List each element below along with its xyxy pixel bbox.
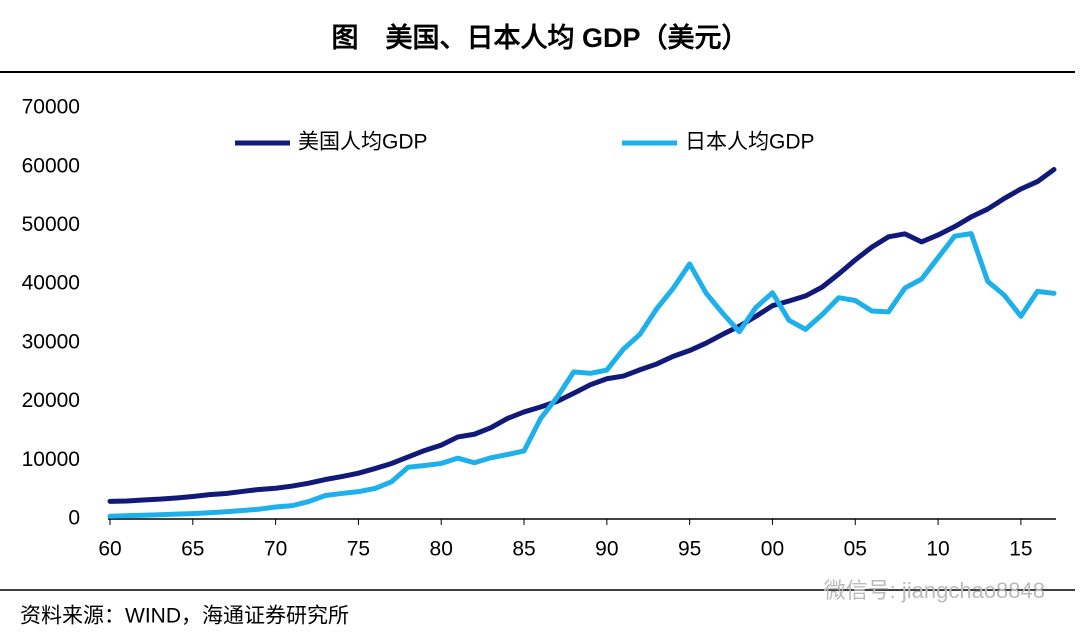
y-tick-label: 0: [68, 507, 80, 530]
x-tick-label: 85: [512, 538, 535, 561]
y-tick-label: 60000: [22, 154, 80, 177]
watermark: 微信号: jiangchao8848: [824, 578, 1045, 603]
legend-label: 美国人均GDP: [298, 131, 428, 154]
x-tick-label: 15: [1009, 538, 1032, 561]
x-tick-label: 05: [844, 538, 867, 561]
x-tick-label: 80: [430, 538, 453, 561]
y-tick-label: 70000: [22, 96, 80, 119]
y-tick-label: 30000: [22, 330, 80, 353]
y-tick-label: 20000: [22, 389, 80, 412]
y-tick-label: 10000: [22, 448, 80, 471]
series-line: [107, 231, 1057, 519]
source-note: 资料来源：WIND，海通证券研究所: [20, 605, 349, 628]
series-line: [107, 166, 1057, 504]
x-tick-label: 75: [347, 538, 370, 561]
legend-label: 日本人均GDP: [685, 131, 815, 154]
chart-title: 图 美国、日本人均 GDP（美元）: [331, 22, 748, 53]
x-tick-label: 65: [181, 538, 204, 561]
x-tick-label: 90: [595, 538, 618, 561]
x-tick-label: 60: [98, 538, 121, 561]
x-tick-label: 00: [761, 538, 784, 561]
y-tick-label: 50000: [22, 213, 80, 236]
y-tick-label: 40000: [22, 272, 80, 295]
x-tick-label: 70: [264, 538, 287, 561]
x-tick-label: 95: [678, 538, 701, 561]
x-tick-label: 10: [926, 538, 949, 561]
